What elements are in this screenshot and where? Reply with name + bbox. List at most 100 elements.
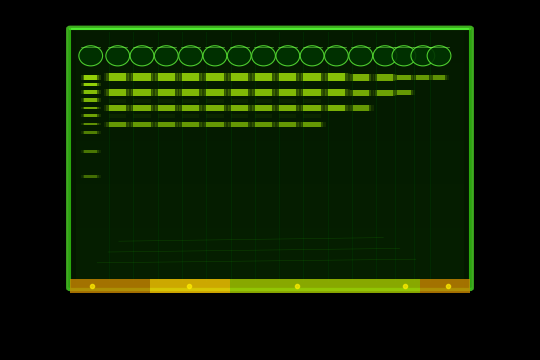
Bar bbox=[109, 89, 126, 96]
Bar bbox=[225, 89, 253, 96]
Bar bbox=[431, 75, 447, 80]
Ellipse shape bbox=[203, 46, 227, 66]
Bar bbox=[84, 75, 97, 80]
Bar bbox=[158, 73, 175, 81]
Ellipse shape bbox=[411, 46, 435, 66]
Bar bbox=[179, 89, 202, 96]
Bar bbox=[255, 99, 272, 103]
Bar bbox=[106, 105, 129, 111]
Bar bbox=[76, 124, 464, 132]
Bar bbox=[231, 73, 248, 81]
Bar bbox=[76, 176, 464, 184]
Bar bbox=[303, 73, 321, 81]
Bar bbox=[128, 105, 156, 111]
Bar bbox=[206, 73, 224, 81]
Bar bbox=[80, 75, 101, 80]
Bar bbox=[460, 279, 470, 293]
Bar bbox=[104, 89, 132, 96]
Bar bbox=[83, 175, 99, 178]
Bar bbox=[155, 105, 178, 111]
Bar bbox=[303, 122, 321, 127]
Bar bbox=[80, 83, 101, 86]
Bar bbox=[279, 122, 296, 127]
Bar bbox=[84, 99, 97, 102]
Bar bbox=[252, 73, 275, 81]
Bar bbox=[225, 105, 253, 111]
Bar bbox=[303, 105, 321, 111]
Bar bbox=[204, 122, 226, 127]
Bar bbox=[204, 73, 226, 81]
Bar bbox=[120, 279, 130, 293]
Bar bbox=[131, 122, 153, 127]
Bar bbox=[249, 122, 278, 127]
Bar bbox=[131, 89, 153, 96]
Bar bbox=[179, 73, 202, 81]
Ellipse shape bbox=[227, 46, 251, 66]
Bar bbox=[375, 90, 395, 96]
Bar bbox=[100, 279, 110, 293]
Bar bbox=[83, 123, 99, 126]
Bar bbox=[84, 123, 97, 126]
Bar bbox=[76, 236, 464, 245]
Bar bbox=[279, 99, 296, 103]
Bar bbox=[206, 105, 224, 111]
Bar bbox=[279, 73, 296, 81]
Bar bbox=[393, 75, 415, 80]
Bar bbox=[133, 122, 151, 127]
Ellipse shape bbox=[392, 46, 416, 66]
Bar bbox=[250, 279, 260, 293]
Bar bbox=[83, 90, 99, 94]
Bar bbox=[83, 114, 99, 117]
Bar bbox=[280, 279, 290, 293]
Bar bbox=[76, 55, 464, 63]
Bar bbox=[110, 279, 120, 293]
Ellipse shape bbox=[79, 46, 103, 66]
Bar bbox=[177, 122, 205, 127]
Bar bbox=[377, 74, 393, 81]
Bar bbox=[76, 167, 464, 176]
Bar bbox=[274, 122, 302, 127]
Bar bbox=[80, 175, 101, 178]
Bar bbox=[328, 73, 345, 81]
Bar bbox=[249, 89, 278, 96]
Bar bbox=[301, 105, 323, 111]
Bar bbox=[276, 73, 299, 81]
Bar bbox=[80, 90, 101, 94]
Bar bbox=[255, 122, 272, 127]
Bar bbox=[201, 105, 229, 111]
Bar bbox=[380, 279, 390, 293]
Bar bbox=[76, 141, 464, 150]
Bar bbox=[84, 83, 97, 86]
Bar bbox=[128, 89, 156, 96]
Bar bbox=[83, 150, 99, 153]
Bar bbox=[76, 63, 464, 72]
Bar bbox=[182, 122, 199, 127]
Bar bbox=[130, 279, 140, 293]
Bar bbox=[206, 99, 224, 103]
Ellipse shape bbox=[373, 46, 397, 66]
Bar bbox=[228, 73, 251, 81]
Bar bbox=[350, 279, 360, 293]
Bar bbox=[416, 75, 429, 80]
Bar bbox=[375, 74, 395, 81]
Bar bbox=[109, 105, 126, 111]
Bar bbox=[84, 150, 97, 153]
Bar bbox=[190, 279, 200, 293]
Bar bbox=[104, 73, 132, 81]
Bar bbox=[274, 89, 302, 96]
Bar bbox=[298, 73, 326, 81]
Bar bbox=[158, 114, 175, 118]
Bar bbox=[152, 105, 180, 111]
Bar bbox=[325, 73, 348, 81]
Bar bbox=[76, 115, 464, 124]
Bar bbox=[310, 279, 320, 293]
Bar bbox=[204, 105, 226, 111]
Bar bbox=[177, 73, 205, 81]
Bar bbox=[76, 262, 464, 271]
Bar bbox=[410, 279, 420, 293]
Bar bbox=[303, 114, 321, 118]
Bar bbox=[350, 74, 372, 81]
Bar bbox=[76, 279, 464, 288]
Bar bbox=[133, 73, 151, 81]
Bar bbox=[231, 89, 248, 96]
